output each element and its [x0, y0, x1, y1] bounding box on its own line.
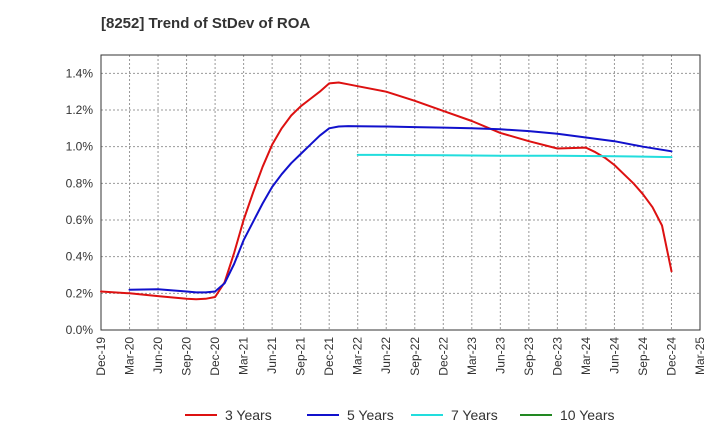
x-tick-label: Jun-21: [265, 337, 279, 374]
x-tick-label: Sep-24: [636, 337, 650, 376]
y-tick-label: 1.4%: [66, 66, 94, 80]
x-tick-label: Jun-24: [607, 337, 621, 374]
x-tick-label: Dec-21: [322, 337, 336, 376]
x-tick-label: Mar-24: [579, 337, 593, 375]
x-tick-label: Dec-20: [208, 337, 222, 376]
series-line-1: [128, 125, 673, 294]
y-tick-label: 0.2%: [66, 286, 94, 300]
x-tick-label: Sep-21: [294, 337, 308, 376]
y-tick-label: 1.0%: [66, 140, 94, 154]
x-tick-label: Mar-21: [237, 337, 251, 375]
y-tick-label: 0.4%: [66, 250, 94, 264]
x-tick-label: Mar-23: [465, 337, 479, 375]
legend-label-2: 7 Years: [451, 407, 498, 423]
y-tick-label: 1.2%: [66, 103, 94, 117]
y-tick-label: 0.6%: [66, 213, 94, 227]
x-tick-label: Sep-23: [522, 337, 536, 376]
legend-label-1: 5 Years: [347, 407, 394, 423]
legend-label-0: 3 Years: [225, 407, 272, 423]
x-tick-label: Jun-23: [493, 337, 507, 374]
x-tick-label: Dec-23: [550, 337, 564, 376]
chart-title: [8252] Trend of StDev of ROA: [101, 15, 311, 32]
x-tick-label: Mar-25: [693, 337, 707, 375]
x-tick-label: Mar-22: [351, 337, 365, 375]
series-line-0: [100, 81, 673, 301]
y-tick-label: 0.0%: [66, 323, 94, 337]
y-tick-label: 0.8%: [66, 176, 94, 190]
x-tick-label: Sep-22: [408, 337, 422, 376]
x-tick-label: Dec-19: [94, 337, 108, 376]
x-tick-label: Dec-22: [436, 337, 450, 376]
series-line-2: [356, 153, 673, 159]
x-tick-label: Mar-20: [123, 337, 137, 375]
x-tick-label: Jun-22: [379, 337, 393, 374]
x-tick-label: Sep-20: [180, 337, 194, 376]
x-tick-label: Jun-20: [151, 337, 165, 374]
x-tick-label: Dec-24: [664, 337, 678, 376]
plot-frame: [100, 54, 701, 331]
legend-label-3: 10 Years: [560, 407, 615, 423]
